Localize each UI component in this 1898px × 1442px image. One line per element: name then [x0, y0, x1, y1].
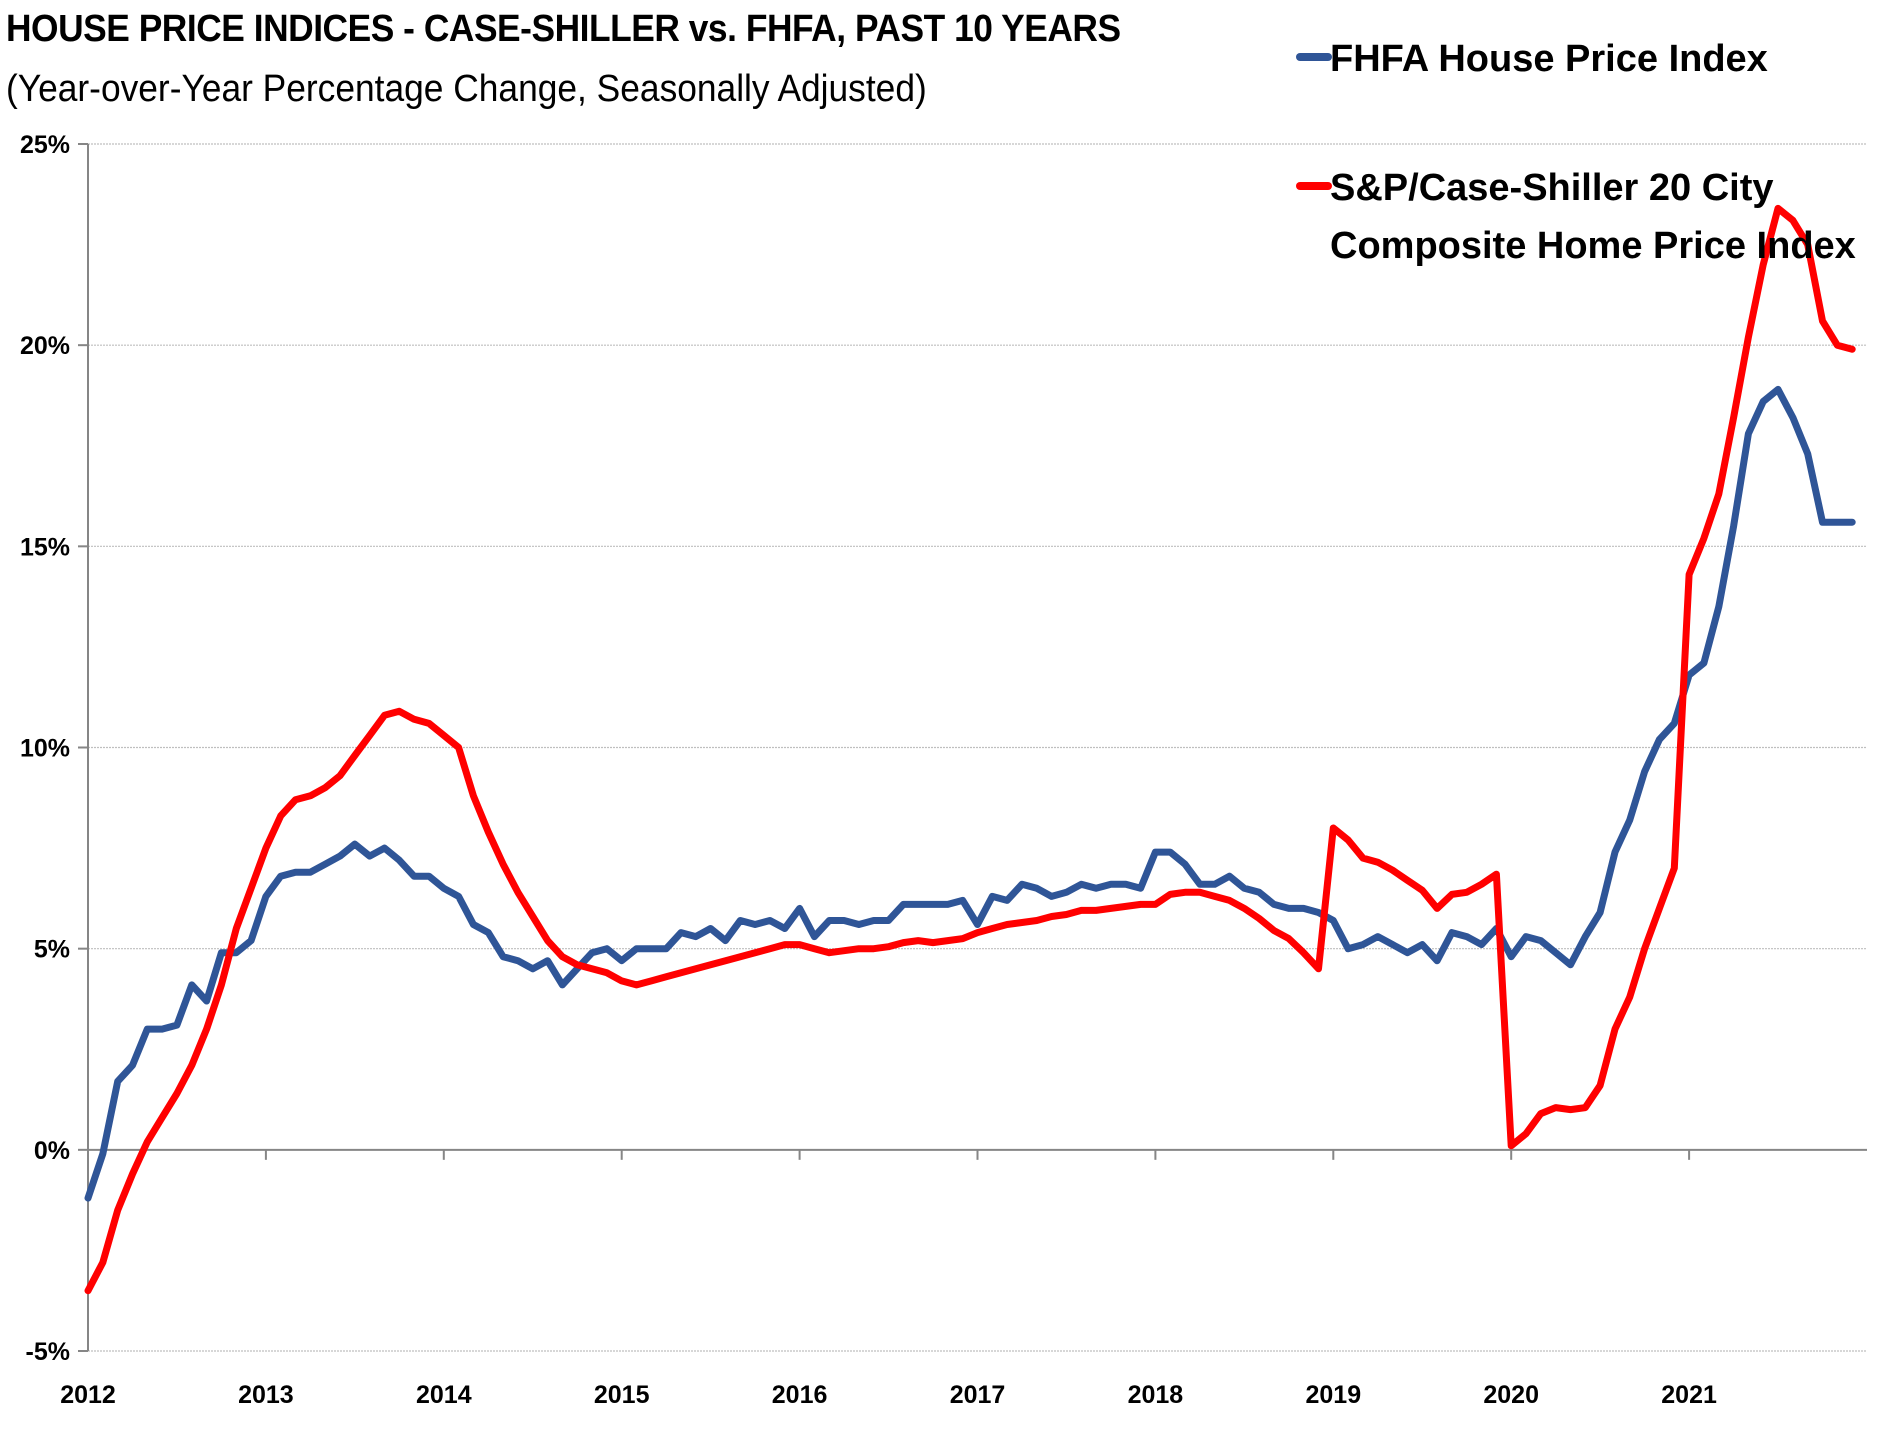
y-tick-label: 20%: [20, 332, 70, 360]
y-axis-ticks: -5% 0% 5% 10% 15% 20% 25%: [20, 131, 88, 1366]
x-tick-label: 2020: [1483, 1381, 1539, 1409]
x-tick-label: 2021: [1661, 1381, 1717, 1409]
y-tick-label: 5%: [34, 936, 70, 964]
x-tick-label: 2013: [238, 1381, 294, 1409]
chart-title: HOUSE PRICE INDICES - CASE-SHILLER vs. F…: [6, 8, 1121, 50]
x-tick-label: 2017: [950, 1381, 1006, 1409]
y-tick-label: 0%: [34, 1137, 70, 1165]
y-tick-label: 15%: [20, 533, 70, 561]
y-tick-label: 25%: [20, 131, 70, 159]
x-tick-label: 2016: [772, 1381, 828, 1409]
case-shiller-series-line: [84, 204, 1856, 1295]
fhfa-series-line: [84, 385, 1856, 1202]
gridlines: [88, 143, 1867, 1352]
y-tick-label: 10%: [20, 735, 70, 763]
x-tick-label: 2012: [60, 1381, 116, 1409]
series-lines: [84, 204, 1856, 1295]
legend-case-shiller-label-line2: Composite Home Price Index: [1330, 225, 1856, 267]
legend-case-shiller-label-line1: S&P/Case-Shiller 20 City: [1330, 167, 1774, 209]
legend-fhfa-label: FHFA House Price Index: [1330, 38, 1768, 80]
x-axis-ticks: 2012 2013 2014 2015 2016 2017 2018 2019 2020 2021: [60, 1149, 1717, 1409]
x-tick-label: 2015: [594, 1381, 650, 1409]
x-tick-label: 2019: [1305, 1381, 1361, 1409]
y-tick-label: -5%: [26, 1338, 70, 1366]
legend: FHFA House Price Index S&P/Case-Shiller 2…: [1296, 38, 1856, 267]
x-tick-label: 2018: [1128, 1381, 1184, 1409]
chart-subtitle: (Year-over-Year Percentage Change, Seaso…: [6, 68, 927, 110]
x-tick-label: 2014: [416, 1381, 472, 1409]
